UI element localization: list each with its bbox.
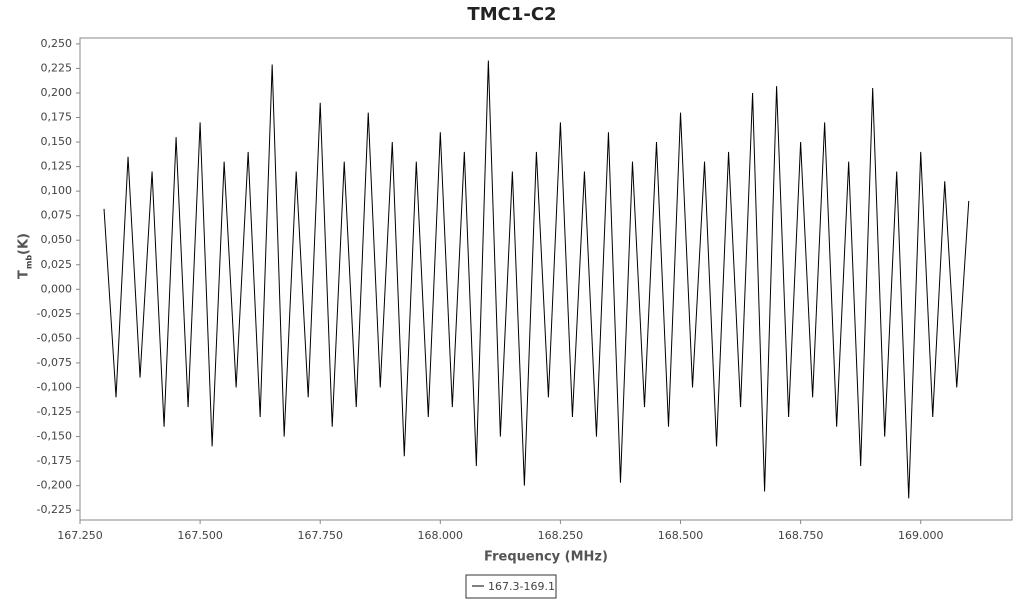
x-tick-label: 169.000	[898, 529, 944, 542]
chart-title: TMC1-C2	[467, 4, 556, 25]
y-tick-label: -0,100	[37, 380, 72, 393]
y-tick-label: 0,100	[41, 184, 73, 197]
y-tick-label: -0,225	[37, 503, 72, 516]
y-label-sub: mb	[25, 255, 34, 269]
y-label-unit: (K)	[17, 233, 32, 255]
y-tick-label: 0,025	[41, 258, 73, 271]
y-tick-label: 0,075	[41, 209, 73, 222]
y-tick-label: 0,250	[41, 37, 73, 50]
x-tick-label: 167.250	[57, 529, 103, 542]
series-line	[103, 60, 970, 499]
x-tick-label: 167.500	[177, 529, 223, 542]
x-tick-label: 168.500	[658, 529, 704, 542]
y-tick-label: 0,150	[41, 135, 73, 148]
y-tick-label: -0,050	[37, 331, 72, 344]
x-tick-label: 168.750	[778, 529, 824, 542]
y-tick-label: -0,025	[37, 307, 72, 320]
x-axis-label: Frequency (MHz)	[484, 550, 608, 565]
y-tick-label: -0,125	[37, 405, 72, 418]
y-tick-label: -0,175	[37, 454, 72, 467]
legend	[465, 574, 557, 599]
y-tick-label: -0,200	[37, 479, 72, 492]
legend-label: 167.3-169.1	[488, 580, 555, 593]
y-axis-label: T mb (K)	[17, 233, 34, 279]
x-tick-label: 168.250	[538, 529, 584, 542]
y-tick-label: -0,075	[37, 356, 72, 369]
y-tick-label: 0,200	[41, 86, 73, 99]
plot-frame	[79, 37, 1013, 521]
x-tick-label: 168.000	[418, 529, 464, 542]
y-tick-label: 0,125	[41, 160, 73, 173]
y-label-t: T	[17, 270, 32, 279]
y-tick-label: -0,150	[37, 430, 72, 443]
y-tick-label: 0,175	[41, 111, 73, 124]
y-tick-label: 0,225	[41, 61, 73, 74]
x-tick-label: 167.750	[297, 529, 343, 542]
y-tick-label: 0,000	[41, 282, 73, 295]
y-tick-label: 0,050	[41, 233, 73, 246]
